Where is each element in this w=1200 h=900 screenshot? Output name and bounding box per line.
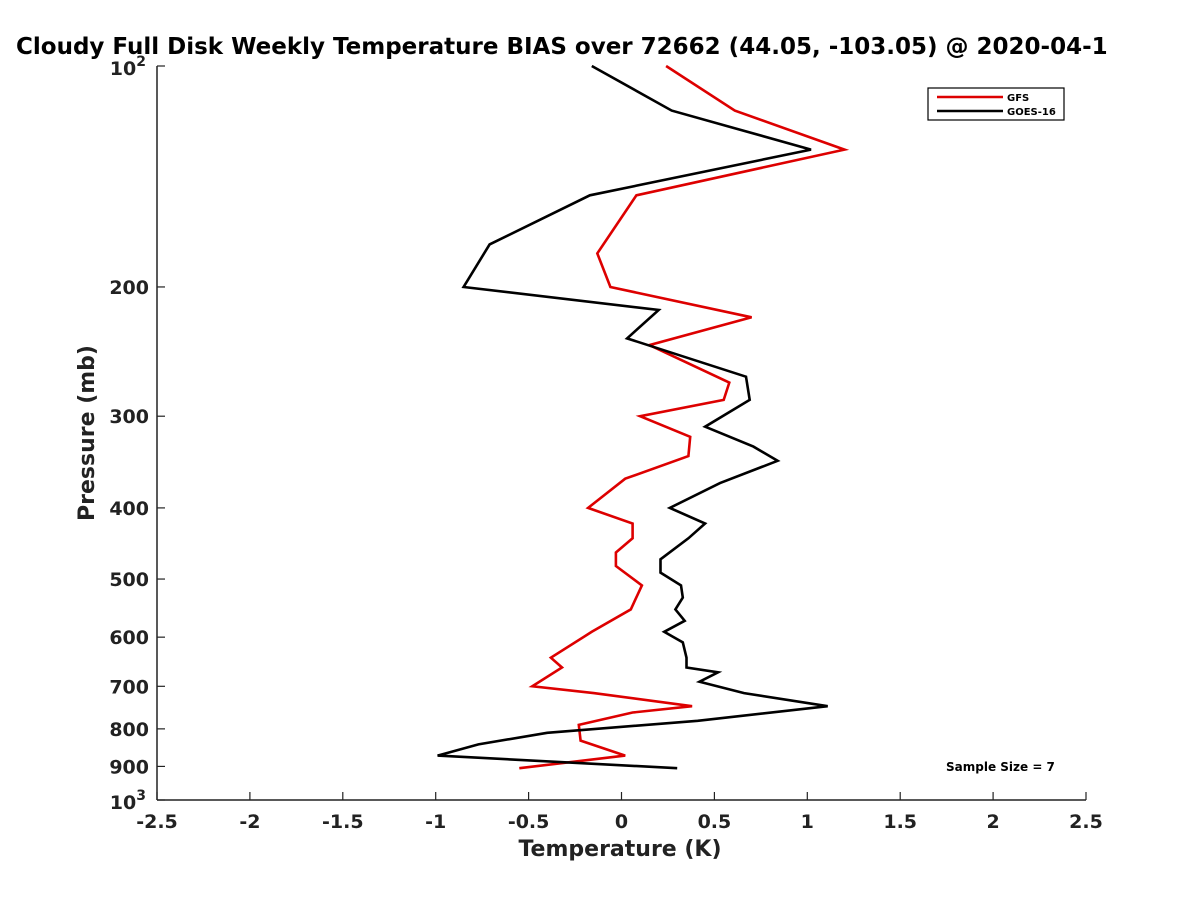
- x-tick-label: 2: [986, 811, 999, 833]
- x-tick-label: 0: [615, 811, 628, 833]
- legend: GFS GOES-16: [927, 87, 1065, 121]
- x-tick-label: -0.5: [508, 811, 550, 833]
- y-axis-ticks: 200 300 400 500 600 700 800 900 102 103: [109, 54, 165, 814]
- data-series: [437, 64, 850, 770]
- sample-size-annotation: Sample Size = 7: [946, 760, 1055, 774]
- y-tick-label-power: 103: [110, 788, 146, 814]
- x-tick-label: 0.5: [698, 811, 732, 833]
- x-tick-label: -2.5: [136, 811, 178, 833]
- chart-title: Cloudy Full Disk Weekly Temperature BIAS…: [16, 34, 1108, 60]
- series-line-gfs: [519, 64, 850, 770]
- y-tick-label: 200: [109, 277, 149, 299]
- series-line-goes16: [437, 64, 828, 770]
- x-axis-ticks: -2.5 -2 -1.5 -1 -0.5 0 0.5 1 1.5 2 2.5: [136, 792, 1103, 833]
- x-tick-label: 1.5: [883, 811, 917, 833]
- x-tick-label: -1.5: [322, 811, 364, 833]
- legend-label-gfs: GFS: [1007, 93, 1029, 104]
- y-tick-label: 300: [109, 406, 149, 428]
- x-tick-label: 2.5: [1069, 811, 1103, 833]
- y-tick-label-power: 102: [110, 54, 146, 80]
- y-tick-label: 900: [109, 756, 149, 778]
- x-tick-label: -2: [239, 811, 260, 833]
- x-tick-label: -1: [425, 811, 446, 833]
- legend-label-goes16: GOES-16: [1007, 107, 1056, 118]
- y-tick-label: 600: [109, 627, 149, 649]
- y-axis-label: Pressure (mb): [75, 345, 100, 521]
- legend-box: [927, 87, 1065, 121]
- y-tick-label: 400: [109, 498, 149, 520]
- y-tick-label: 500: [109, 569, 149, 591]
- y-tick-label: 800: [109, 719, 149, 741]
- x-axis-label: Temperature (K): [518, 837, 721, 862]
- y-tick-label: 700: [109, 676, 149, 698]
- x-tick-label: 1: [801, 811, 814, 833]
